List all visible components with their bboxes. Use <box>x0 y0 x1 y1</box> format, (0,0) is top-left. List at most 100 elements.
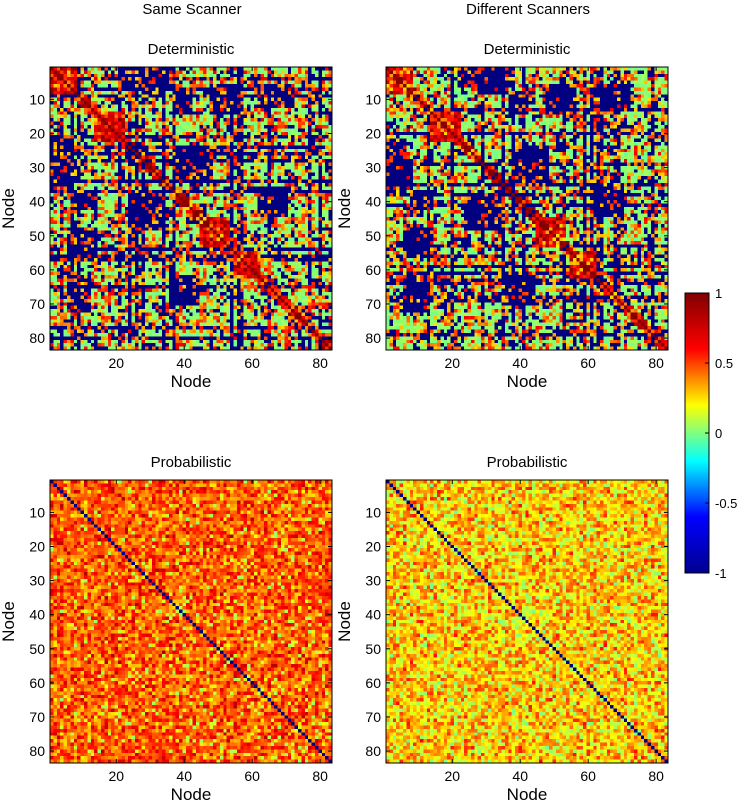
heatmap-cell <box>322 67 326 71</box>
heatmap-cell <box>159 74 163 78</box>
heatmap-cell <box>145 87 149 91</box>
heatmap-cell <box>57 98 61 102</box>
heatmap-cell <box>315 70 319 74</box>
heatmap-cell <box>308 101 312 105</box>
heatmap-cell <box>315 105 319 109</box>
heatmap-cell <box>70 111 74 115</box>
heatmap-cell <box>267 70 271 74</box>
heatmap-cell <box>240 74 244 78</box>
heatmap-cell <box>250 98 254 102</box>
heatmap-cell <box>193 94 197 98</box>
heatmap-cell <box>81 84 85 88</box>
heatmap-cell <box>189 84 193 88</box>
heatmap-cell <box>193 91 197 95</box>
heatmap-cell <box>50 108 54 112</box>
heatmap-cell <box>74 87 78 91</box>
heatmap-cell <box>264 105 268 109</box>
heatmap-cell <box>101 91 105 95</box>
heatmap-cell <box>77 87 81 91</box>
heatmap-cell <box>199 101 203 105</box>
heatmap-cell <box>288 98 292 102</box>
heatmap-cell <box>240 91 244 95</box>
heatmap-cell <box>291 77 295 81</box>
heatmap-cell <box>325 84 329 88</box>
heatmap-cell <box>179 101 183 105</box>
heatmap-cell <box>166 115 170 119</box>
heatmap-cell <box>193 98 197 102</box>
heatmap-cell <box>210 115 214 119</box>
heatmap-cell <box>237 84 241 88</box>
heatmap-cell <box>240 81 244 85</box>
heatmap-cell <box>230 74 234 78</box>
heatmap-cell <box>159 101 163 105</box>
heatmap-cell <box>138 81 142 85</box>
heatmap-cell <box>152 84 156 88</box>
heatmap-cell <box>172 98 176 102</box>
heatmap-cell <box>264 101 268 105</box>
heatmap-cell <box>267 81 271 85</box>
heatmap-cell <box>60 67 64 71</box>
heatmap-cell <box>53 84 57 88</box>
heatmap-cell <box>206 91 210 95</box>
heatmap-cell <box>199 108 203 112</box>
heatmap-cell <box>233 91 237 95</box>
heatmap-cell <box>220 101 224 105</box>
heatmap-cell <box>291 91 295 95</box>
heatmap-cell <box>312 84 316 88</box>
heatmap-cell <box>149 108 153 112</box>
heatmap-cell <box>57 115 61 119</box>
heatmap-cell <box>142 105 146 109</box>
heatmap-cell <box>104 101 108 105</box>
heatmap-cell <box>318 101 322 105</box>
heatmap-cell <box>111 111 115 115</box>
heatmap-cell <box>152 105 156 109</box>
heatmap-cell <box>318 111 322 115</box>
heatmap-cell <box>196 111 200 115</box>
heatmap-cell <box>247 105 251 109</box>
heatmap-cell <box>152 67 156 71</box>
heatmap-cell <box>312 98 316 102</box>
heatmap-cell <box>267 77 271 81</box>
heatmap-cell <box>318 81 322 85</box>
heatmap-cell <box>271 81 275 85</box>
heatmap-cell <box>77 101 81 105</box>
heatmap-cell <box>298 111 302 115</box>
heatmap-cell <box>98 111 102 115</box>
heatmap-cell <box>111 98 115 102</box>
heatmap-cell <box>223 77 227 81</box>
heatmap-cell <box>91 108 95 112</box>
heatmap-cell <box>138 91 142 95</box>
heatmap-cell <box>257 91 261 95</box>
heatmap-cell <box>220 98 224 102</box>
heatmap-cell <box>111 67 115 71</box>
heatmap-cell <box>227 74 231 78</box>
heatmap-cell <box>176 70 180 74</box>
heatmap-cell <box>74 84 78 88</box>
heatmap-cell <box>159 87 163 91</box>
heatmap-cell <box>70 91 74 95</box>
heatmap-cell <box>81 115 85 119</box>
heatmap-cell <box>189 108 193 112</box>
heatmap-cell <box>240 77 244 81</box>
heatmap-cell <box>128 74 132 78</box>
heatmap-cell <box>74 77 78 81</box>
heatmap-cell <box>312 101 316 105</box>
heatmap-panels: Deterministic20 40 60 801020304050607080Nod… <box>0 41 668 804</box>
heatmap-cell <box>257 108 261 112</box>
heatmap-cell <box>77 91 81 95</box>
heatmap-cell <box>186 70 190 74</box>
heatmap-cell <box>132 84 136 88</box>
heatmap-cell <box>233 98 237 102</box>
heatmap-cell <box>166 67 170 71</box>
heatmap-cell <box>64 87 68 91</box>
heatmap-cell <box>186 111 190 115</box>
heatmap-cell <box>138 94 142 98</box>
heatmap-cell <box>284 67 288 71</box>
heatmap-cell <box>240 87 244 91</box>
heatmap-cell <box>67 108 71 112</box>
heatmap-cell <box>220 87 224 91</box>
heatmap-cell <box>118 84 122 88</box>
heatmap-cell <box>301 84 305 88</box>
heatmap-cell <box>125 115 129 119</box>
heatmap-cell <box>288 87 292 91</box>
